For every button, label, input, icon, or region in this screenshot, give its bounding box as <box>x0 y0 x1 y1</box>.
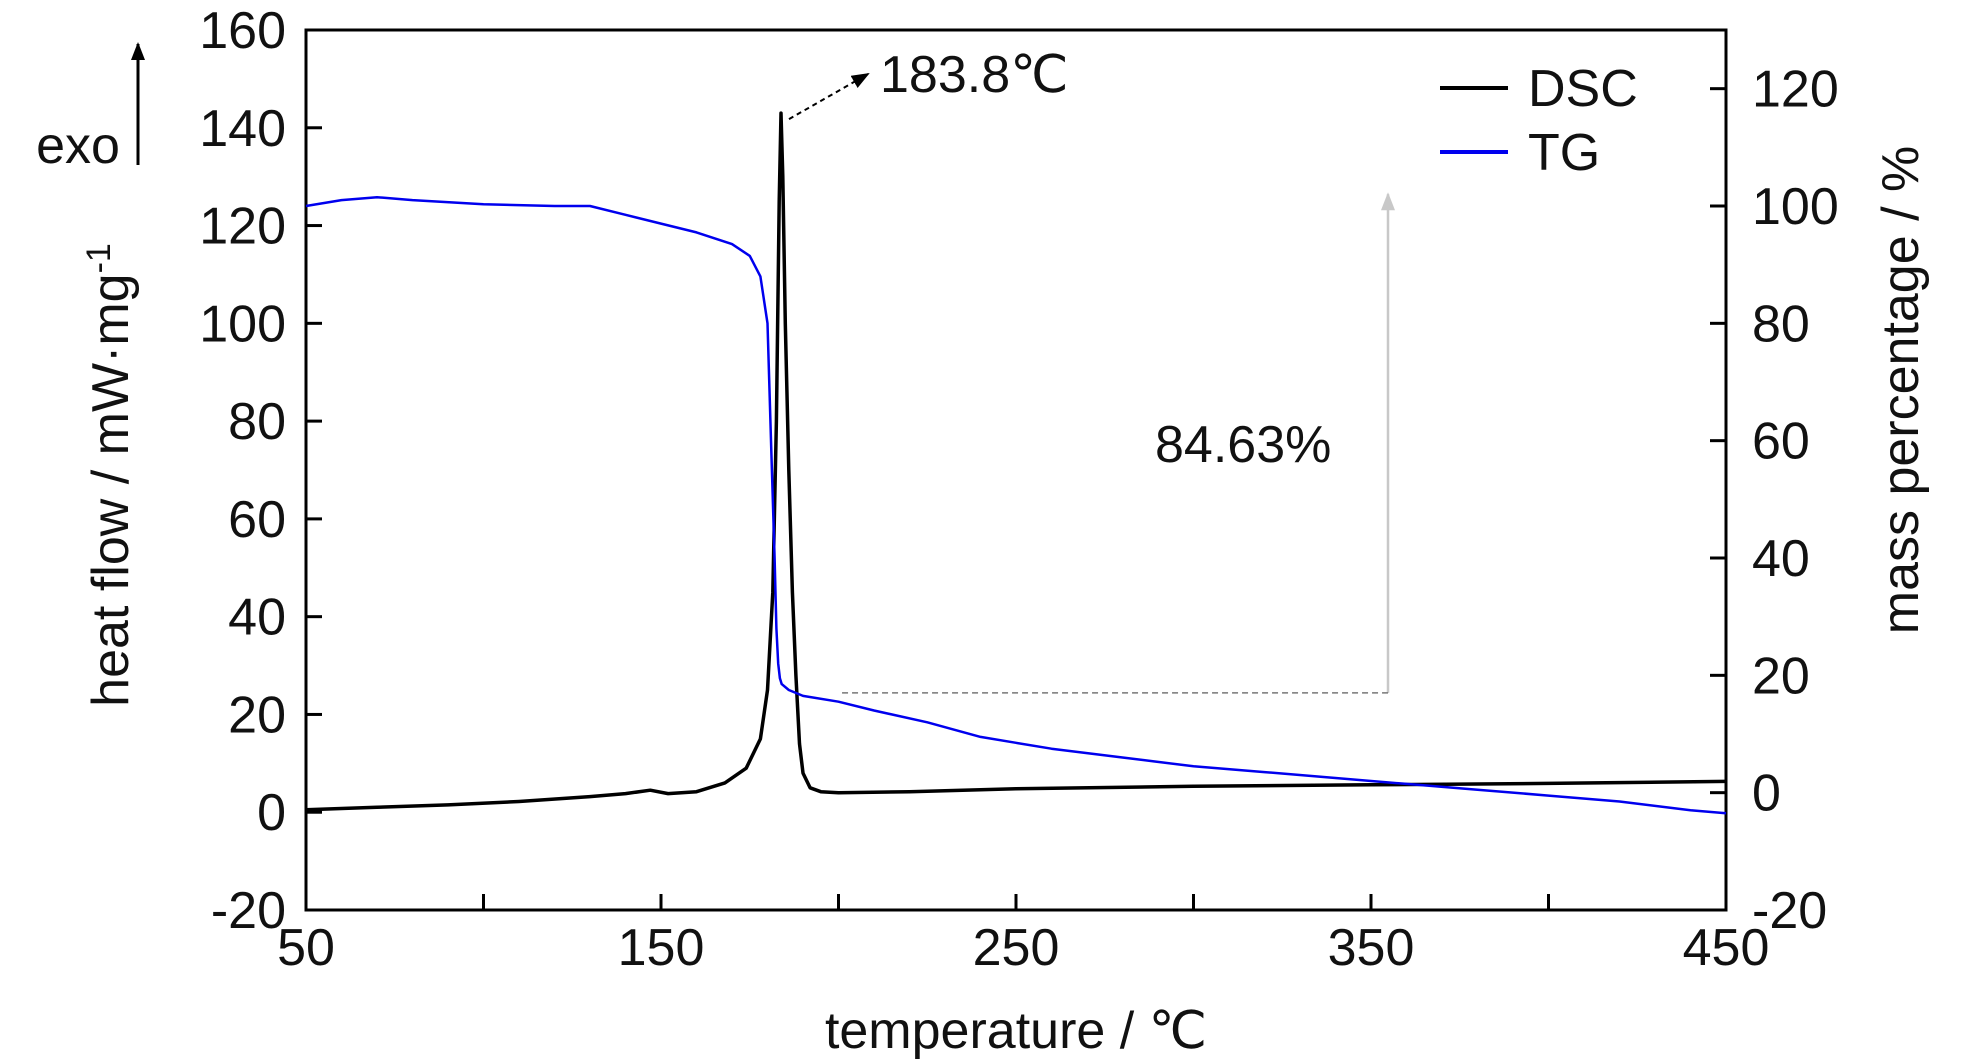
x-tick-label: 250 <box>973 919 1060 977</box>
legend: DSC TG <box>1440 60 1638 182</box>
y-left-tick-label: 60 <box>228 491 286 549</box>
legend-label-dsc: DSC <box>1528 60 1638 118</box>
exo-label: exo <box>36 117 120 175</box>
peak-arrow <box>788 73 870 120</box>
x-tick-label: 350 <box>1328 919 1415 977</box>
series-tg-line <box>305 195 1727 815</box>
plot-frame <box>304 28 1728 912</box>
y-left-tick-label: 0 <box>257 784 286 842</box>
y-right-tick-label: 100 <box>1752 178 1839 236</box>
annotation-layer: 183.8℃ 84.63% <box>788 46 1395 694</box>
y-left-axis-title-superscript: -1 <box>80 243 118 273</box>
peak-label: 183.8℃ <box>880 46 1069 104</box>
y-left-tick-label: 160 <box>199 2 286 60</box>
y-right-tick-label: 40 <box>1752 530 1810 588</box>
y-left-tick-label: -20 <box>211 882 286 940</box>
y-left-tick-label: 40 <box>228 589 286 647</box>
y-right-tick-label: 120 <box>1752 61 1839 119</box>
series-layer <box>305 111 1727 815</box>
mass-loss-label: 84.63% <box>1155 416 1331 474</box>
legend-label-tg: TG <box>1528 124 1600 182</box>
y-left-tick-label: 80 <box>228 393 286 451</box>
y-right-tick-label: 0 <box>1752 765 1781 823</box>
x-tick-label: 50 <box>277 919 335 977</box>
y-right-tick-label: 60 <box>1752 413 1810 471</box>
x-tick-label: 150 <box>618 919 705 977</box>
x-axis-title: temperature / ℃ <box>825 1002 1207 1060</box>
y-left-axis-title-text: heat flow / mW·mg <box>82 273 140 706</box>
y-right-tick-label: 20 <box>1752 647 1810 705</box>
y-left-tick-label: 120 <box>199 198 286 256</box>
axes: 50 150 250 350 450-20020406080100120140160-2… <box>131 2 1839 977</box>
y-right-axis-title: mass percentage / % <box>1872 146 1930 634</box>
axis-titles: temperature / ℃ heat flow / mW·mg-1 mass… <box>36 117 1930 1060</box>
y-right-tick-label: -20 <box>1752 882 1827 940</box>
series-dsc-line <box>305 111 1727 812</box>
y-left-tick-label: 140 <box>199 100 286 158</box>
y-right-tick-label: 80 <box>1752 295 1810 353</box>
y-left-tick-label: 100 <box>199 295 286 353</box>
x-tick-label: 450 <box>1683 919 1770 977</box>
y-left-axis-title: heat flow / mW·mg-1 <box>80 243 140 707</box>
y-left-tick-label: 20 <box>228 686 286 744</box>
